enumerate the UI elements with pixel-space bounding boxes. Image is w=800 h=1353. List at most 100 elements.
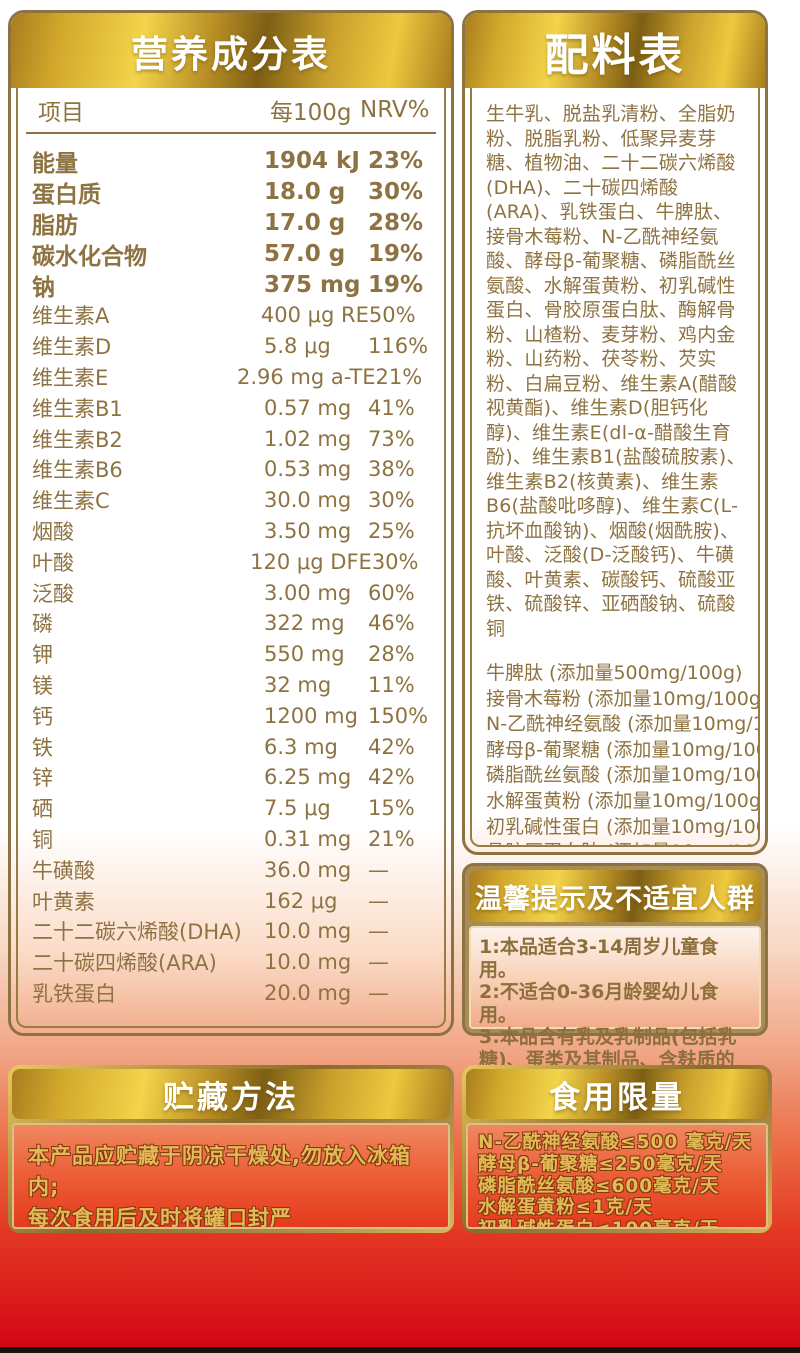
- storage-panel-body: 本产品应贮藏于阴凉干燥处,勿放入冰箱内; 每次食用后及时将罐口封严 开罐后请在一…: [12, 1123, 450, 1229]
- tips-panel-body: 1:本品适合3-14周岁儿童食用。 2:不适合0-36月龄婴幼儿食用。 3:本品…: [469, 926, 761, 1093]
- storage-panel: 贮藏方法 本产品应贮藏于阴凉干燥处,勿放入冰箱内; 每次食用后及时将罐口封严 开…: [8, 1065, 454, 1233]
- nutrient-name: 脂肪: [32, 213, 78, 239]
- nutrient-nrv: 28%: [368, 642, 415, 667]
- nutrient-nrv: 23%: [368, 148, 424, 175]
- table-row: 碳水化合物 57.0 g 19%: [18, 238, 444, 270]
- nutrient-value: 400 μg RE: [260, 303, 369, 328]
- ingredients-panel-body: 生牛乳、脱盐乳清粉、全脂奶粉、脱脂乳粉、低聚异麦芽糖、植物油、二十二碳六烯酸(D…: [470, 88, 760, 847]
- nutrient-name: 泛酸: [32, 581, 74, 606]
- nutrient-name: 维生素B6: [32, 458, 123, 483]
- table-row: 维生素D 5.8 μg 116%: [18, 331, 444, 362]
- nutrient-nrv: 50%: [368, 303, 416, 328]
- list-item: 水解蛋黄粉 (添加量10mg/100g): [486, 789, 758, 812]
- nutrient-value: 32 mg: [264, 672, 332, 697]
- nutrient-name: 二十二碳六烯酸(DHA): [32, 920, 242, 945]
- nutrient-nrv: 150%: [368, 703, 429, 728]
- nutrient-value: 120 μg DFE: [250, 549, 372, 574]
- nutrient-value: 6.25 mg: [264, 765, 352, 790]
- nutrient-nrv: 11%: [368, 672, 415, 697]
- limits-panel-body: N-乙酰神经氨酸≤500 毫克/天 酵母β-葡聚糖≤250毫克/天 磷脂酰丝氨酸…: [466, 1123, 768, 1229]
- nutrient-value: 36.0 mg: [264, 857, 352, 882]
- nutrient-value: 162 μg: [264, 888, 338, 913]
- nutrient-nrv: —: [368, 950, 389, 975]
- tips-line: 1:本品适合3-14周岁儿童食用。: [479, 936, 719, 981]
- storage-panel-title: 贮藏方法: [12, 1069, 450, 1119]
- bottom-black-strip: [0, 1347, 800, 1353]
- nutrient-name: 叶酸: [32, 550, 74, 575]
- nutrient-value: 0.57 mg: [264, 395, 352, 420]
- tips-panel-title: 温馨提示及不适宜人群: [469, 870, 761, 922]
- nutrient-name: 能量: [32, 151, 78, 178]
- list-item: 磷脂酰丝氨酸 (添加量10mg/100g): [486, 764, 758, 787]
- nutrient-value: 3.00 mg: [264, 580, 352, 605]
- nutrient-value: 10.0 mg: [264, 919, 352, 944]
- nutrient-value: 6.3 mg: [264, 734, 338, 759]
- nutrient-nrv: —: [368, 980, 389, 1005]
- list-item: 酵母β-葡聚糖 (添加量10mg/100g): [486, 738, 758, 761]
- nutrition-table-header: 项目 每100g NRV%: [26, 88, 436, 134]
- nutrient-nrv: 116%: [368, 334, 429, 359]
- nutrient-value: 3.50 mg: [264, 518, 352, 543]
- column-header-per100g: 每100g: [270, 100, 352, 126]
- nutrient-value: 2.96 mg a-TE: [236, 364, 376, 389]
- nutrient-value: 20.0 mg: [264, 980, 352, 1005]
- tips-panel: 温馨提示及不适宜人群 1:本品适合3-14周岁儿童食用。 2:不适合0-36月龄…: [462, 863, 768, 1093]
- nutrient-name: 钠: [32, 274, 55, 301]
- nutrient-name: 乳铁蛋白: [32, 981, 116, 1006]
- list-item: 接骨木莓粉 (添加量10mg/100g): [486, 687, 758, 710]
- table-row: 维生素A 400 μg RE 50%: [18, 300, 444, 331]
- table-row: 维生素B6 0.53 mg 38%: [18, 454, 444, 485]
- nutrient-nrv: 30%: [371, 549, 419, 574]
- table-row: 能量 1904 kJ 23%: [18, 146, 444, 177]
- tips-line: 2:不适合0-36月龄婴幼儿食用。: [479, 981, 719, 1026]
- nutrient-nrv: —: [368, 857, 389, 882]
- limit-line: 初乳碱性蛋白≤100毫克/天: [478, 1219, 756, 1227]
- nutrient-name: 钙: [32, 704, 53, 729]
- nutrient-name: 钾: [32, 643, 53, 668]
- nutrient-name: 牛磺酸: [32, 858, 95, 883]
- limit-line: N-乙酰神经氨酸≤500 毫克/天: [478, 1132, 752, 1153]
- list-item: N-乙酰神经氨酸 (添加量10mg/100g): [486, 713, 758, 736]
- list-item: 牛脾肽 (添加量500mg/100g): [486, 662, 743, 684]
- table-row: 钾 550 mg 28%: [18, 639, 444, 670]
- table-row: 硒 7.5 μg 15%: [18, 793, 444, 824]
- table-row: 维生素E 2.96 mg a-TE 21%: [18, 362, 444, 393]
- table-row: 乳铁蛋白 20.0 mg —: [18, 978, 444, 1009]
- ingredients-panel: 配料表 生牛乳、脱盐乳清粉、全脂奶粉、脱脂乳粉、低聚异麦芽糖、植物油、二十二碳六…: [462, 10, 768, 855]
- table-row: 叶黄素 162 μg —: [18, 885, 444, 916]
- nutrient-nrv: 42%: [368, 765, 415, 790]
- nutrient-name: 蛋白质: [32, 182, 101, 209]
- table-row: 二十二碳六烯酸(DHA) 10.0 mg —: [18, 916, 444, 947]
- nutrient-nrv: 46%: [368, 611, 415, 636]
- column-header-item: 项目: [38, 100, 84, 126]
- nutrient-name: 镁: [32, 673, 53, 698]
- nutrient-nrv: 19%: [368, 240, 424, 267]
- nutrient-nrv: 30%: [368, 179, 424, 206]
- table-row: 脂肪 17.0 g 28%: [18, 208, 444, 239]
- table-row: 锌 6.25 mg 42%: [18, 762, 444, 793]
- table-row: 钠 375 mg 19%: [18, 269, 444, 301]
- nutrient-value: 1200 mg: [264, 703, 358, 728]
- nutrient-value: 375 mg: [264, 271, 361, 298]
- nutrient-value: 57.0 g: [264, 240, 346, 267]
- nutrition-table: 项目 每100g NRV% 能量 1904 kJ 23% 蛋白质 18.0 g 30% …: [16, 88, 446, 1028]
- nutrient-value: 1.02 mg: [264, 426, 352, 451]
- table-row: 铜 0.31 mg 21%: [18, 824, 444, 855]
- ingredients-content: 生牛乳、脱盐乳清粉、全脂奶粉、脱脂乳粉、低聚异麦芽糖、植物油、二十二碳六烯酸(D…: [472, 88, 758, 845]
- nutrient-nrv: 60%: [368, 580, 415, 605]
- nutrient-value: 322 mg: [264, 611, 345, 636]
- nutrient-name: 锌: [32, 766, 53, 791]
- nutrient-value: 10.0 mg: [264, 950, 352, 975]
- storage-line: 本产品应贮藏于阴凉干燥处,勿放入冰箱内;: [28, 1144, 411, 1199]
- nutrient-name: 维生素E: [32, 365, 109, 390]
- nutrition-table-body: 能量 1904 kJ 23% 蛋白质 18.0 g 30% 脂肪 17.0 g 28% 碳水…: [18, 134, 444, 1008]
- table-row: 维生素B1 0.57 mg 41%: [18, 392, 444, 423]
- nutrient-name: 维生素C: [32, 489, 110, 514]
- nutrient-name: 维生素A: [32, 304, 110, 329]
- nutrient-value: 550 mg: [264, 642, 345, 667]
- nutrient-name: 叶黄素: [32, 889, 95, 914]
- table-row: 二十碳四烯酸(ARA) 10.0 mg —: [18, 947, 444, 978]
- nutrient-name: 碳水化合物: [32, 243, 147, 270]
- nutrient-nrv: 38%: [368, 457, 415, 482]
